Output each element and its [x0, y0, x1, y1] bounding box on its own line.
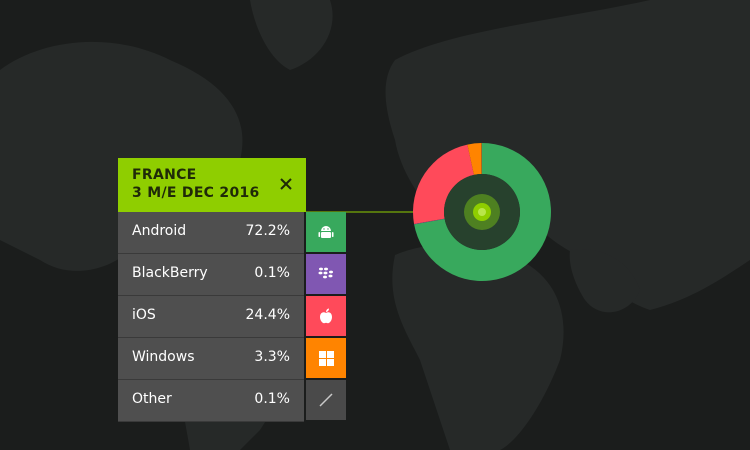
other-icon — [319, 393, 333, 407]
panel-header: FRANCE 3 M/E DEC 2016 — [118, 158, 306, 212]
other-chip — [306, 380, 346, 420]
donut-chart — [413, 143, 551, 281]
donut-slice-windows[interactable] — [467, 143, 482, 175]
os-name-ios: iOS — [132, 307, 156, 323]
row-windows-cell: Windows 3.3% — [118, 338, 304, 380]
row-ios: iOS 24.4% — [118, 296, 346, 338]
android-chip — [306, 212, 346, 252]
row-windows: Windows 3.3% — [118, 338, 346, 380]
donut-slice-blackberry[interactable] — [414, 218, 445, 225]
os-share-android: 72.2% — [245, 223, 290, 239]
row-blackberry: BlackBerry 0.1% — [118, 254, 346, 296]
blackberry-icon — [318, 267, 333, 279]
row-other-cell: Other 0.1% — [118, 380, 304, 422]
row-blackberry-cell: BlackBerry 0.1% — [118, 254, 304, 296]
landmass-greenland — [250, 0, 333, 70]
center-dot — [478, 208, 486, 216]
landmass-arabia — [569, 249, 640, 313]
donut-slice-android[interactable] — [414, 143, 551, 281]
os-name-blackberry: BlackBerry — [132, 265, 208, 281]
os-share-other: 0.1% — [254, 391, 290, 407]
android-icon — [318, 226, 334, 238]
os-name-windows: Windows — [132, 349, 195, 365]
country-name: FRANCE — [132, 167, 197, 183]
os-name-android: Android — [132, 223, 187, 239]
os-share-blackberry: 0.1% — [254, 265, 290, 281]
period-label: 3 M/E DEC 2016 — [132, 185, 260, 201]
os-share-windows: 3.3% — [254, 349, 290, 365]
ios-chip — [306, 296, 346, 336]
os-name-other: Other — [132, 391, 172, 407]
landmass-africa — [392, 244, 564, 450]
blackberry-chip — [306, 254, 346, 294]
landmass-europe-asia — [385, 0, 750, 310]
donut-slice-ios[interactable] — [413, 144, 474, 224]
row-ios-cell: iOS 24.4% — [118, 296, 304, 338]
windows-chip — [306, 338, 346, 378]
row-android-cell: Android 72.2% — [118, 212, 304, 254]
os-share-ios: 24.4% — [245, 307, 290, 323]
row-other: Other 0.1% — [118, 380, 346, 422]
donut-slices — [413, 143, 551, 281]
apple-icon — [320, 308, 332, 324]
close-icon[interactable] — [278, 176, 294, 192]
row-android: Android 72.2% — [118, 212, 346, 254]
windows-icon — [318, 350, 334, 366]
